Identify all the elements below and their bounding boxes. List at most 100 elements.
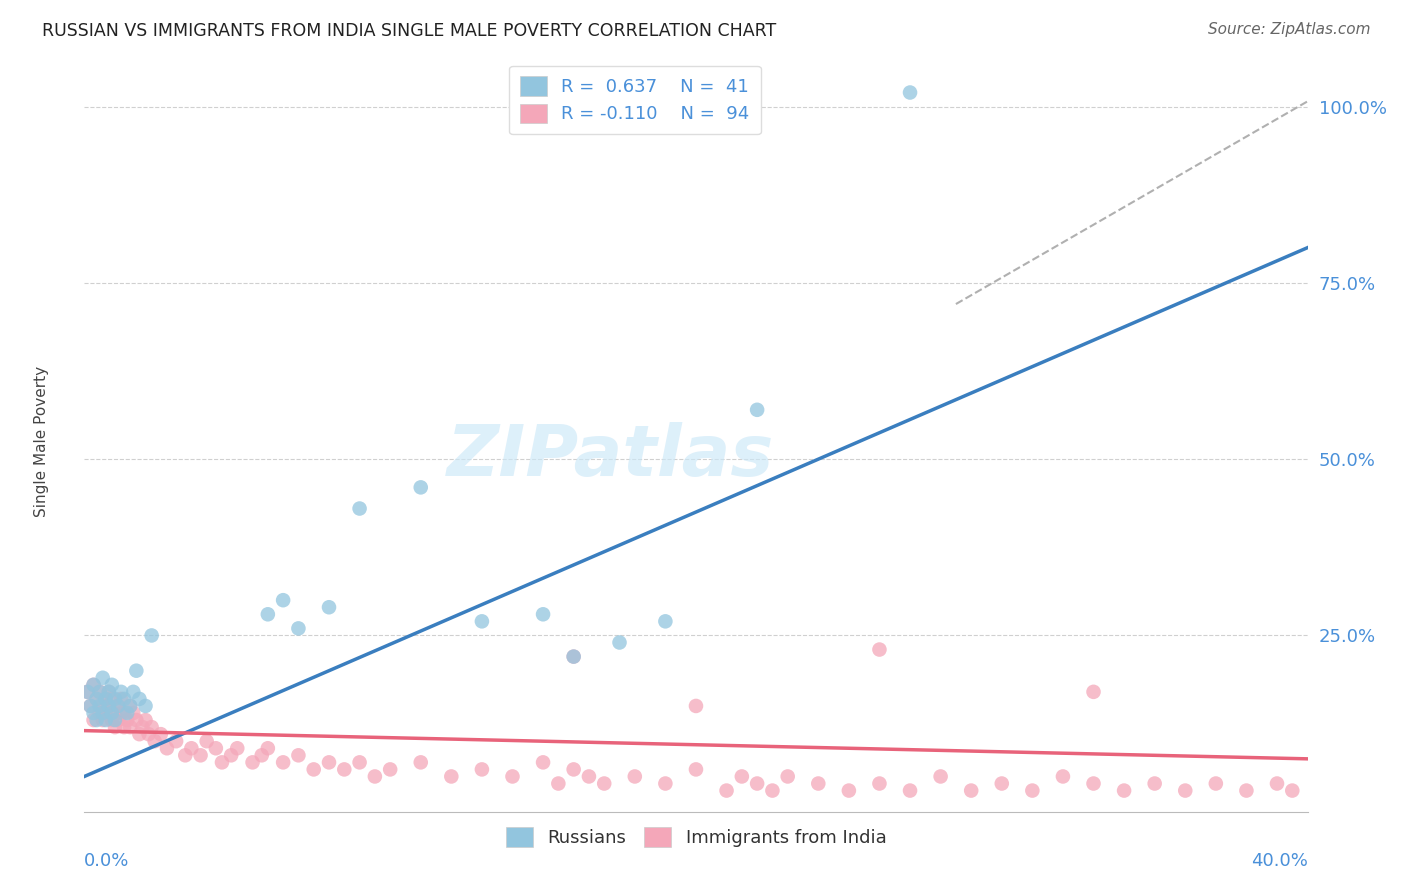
Point [89, 685, 111, 699]
Point [302, 763, 325, 777]
Point [838, 783, 860, 797]
Point [991, 776, 1014, 790]
Point [731, 769, 754, 783]
Point [219, 748, 242, 763]
Point [101, 713, 124, 727]
Point [107, 698, 129, 713]
Point [1052, 769, 1074, 783]
Point [120, 720, 142, 734]
Point [747, 402, 769, 417]
Point [89, 706, 111, 720]
Point [1143, 776, 1166, 790]
Point [125, 713, 148, 727]
Point [250, 748, 273, 763]
Point [107, 698, 129, 713]
Point [562, 649, 585, 664]
Point [380, 763, 402, 777]
Point [624, 769, 647, 783]
Point [531, 607, 554, 622]
Point [120, 698, 142, 713]
Point [547, 776, 569, 790]
Point [654, 776, 676, 790]
Point [94, 706, 117, 720]
Point [502, 769, 524, 783]
Point [83, 678, 105, 692]
Point [409, 756, 432, 770]
Point [143, 734, 166, 748]
Point [898, 86, 921, 100]
Point [685, 698, 707, 713]
Point [761, 783, 783, 797]
Point [1083, 776, 1105, 790]
Point [211, 756, 233, 770]
Point [440, 769, 463, 783]
Point [869, 776, 891, 790]
Point [125, 664, 148, 678]
Point [242, 756, 264, 770]
Point [112, 692, 135, 706]
Point [115, 706, 138, 720]
Point [115, 713, 138, 727]
Point [122, 685, 145, 699]
Point [609, 635, 631, 649]
Point [960, 783, 983, 797]
Point [593, 776, 616, 790]
Point [195, 734, 218, 748]
Point [929, 769, 952, 783]
Point [89, 698, 111, 713]
Point [156, 741, 179, 756]
Point [86, 692, 108, 706]
Point [562, 649, 585, 664]
Point [349, 501, 371, 516]
Point [79, 698, 101, 713]
Point [409, 480, 432, 494]
Legend: Russians, Immigrants from India: Russians, Immigrants from India [495, 817, 897, 858]
Point [1265, 776, 1288, 790]
Point [807, 776, 830, 790]
Point [135, 698, 157, 713]
Point [131, 720, 153, 734]
Point [364, 769, 387, 783]
Point [174, 748, 197, 763]
Point [104, 706, 127, 720]
Point [287, 748, 309, 763]
Point [86, 692, 108, 706]
Point [101, 692, 124, 706]
Point [101, 706, 124, 720]
Point [91, 706, 114, 720]
Point [86, 713, 108, 727]
Point [180, 741, 202, 756]
Point [91, 698, 114, 713]
Point [128, 692, 150, 706]
Point [110, 706, 132, 720]
Point [104, 692, 127, 706]
Point [226, 741, 249, 756]
Point [104, 720, 127, 734]
Point [685, 763, 707, 777]
Point [89, 685, 111, 699]
Point [271, 593, 294, 607]
Point [112, 720, 135, 734]
Point [91, 671, 114, 685]
Point [1021, 783, 1043, 797]
Point [776, 769, 799, 783]
Point [165, 734, 187, 748]
Point [578, 769, 600, 783]
Point [104, 713, 127, 727]
Point [869, 642, 891, 657]
Point [76, 685, 98, 699]
Point [135, 713, 157, 727]
Point [97, 685, 120, 699]
Point [138, 727, 160, 741]
Text: RUSSIAN VS IMMIGRANTS FROM INDIA SINGLE MALE POVERTY CORRELATION CHART: RUSSIAN VS IMMIGRANTS FROM INDIA SINGLE … [42, 22, 776, 40]
Point [716, 783, 738, 797]
Point [120, 698, 142, 713]
Point [94, 692, 117, 706]
Point [97, 685, 120, 699]
Point [257, 607, 280, 622]
Text: 0.0%: 0.0% [84, 853, 129, 871]
Point [91, 713, 114, 727]
Point [898, 783, 921, 797]
Point [141, 628, 163, 642]
Point [747, 776, 769, 790]
